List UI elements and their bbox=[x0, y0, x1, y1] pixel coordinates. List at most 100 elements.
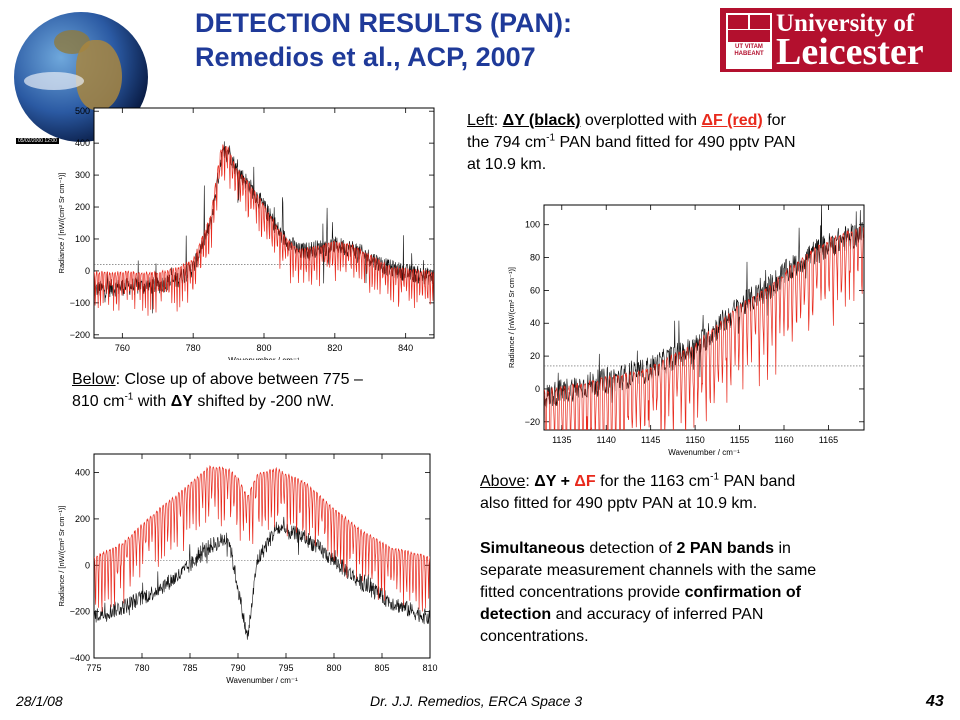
plot-area bbox=[93, 453, 431, 659]
text-fragment: in bbox=[774, 540, 791, 557]
text-fragment: : bbox=[493, 112, 503, 129]
bold-text: Simultaneous bbox=[480, 540, 585, 557]
text-fragment: for the 1163 cm bbox=[595, 473, 711, 490]
series-delta-f-line bbox=[544, 225, 864, 430]
series-delta-f-line bbox=[94, 144, 434, 316]
x-axis-label: Wavenumber / cm⁻¹ bbox=[668, 448, 740, 457]
text-fragment: for bbox=[762, 112, 786, 129]
y-tick-label: −20 bbox=[525, 417, 540, 427]
x-tick-label: 805 bbox=[374, 663, 389, 673]
x-tick-label: 810 bbox=[422, 663, 437, 673]
footer-author: Dr. J.J. Remedios, ERCA Space 3 bbox=[370, 693, 583, 709]
crest-icon: UT VITAM HABEANT bbox=[726, 13, 772, 69]
y-tick-label: 100 bbox=[525, 220, 540, 230]
chart-closeup-775-810: 775 780 785 790 795 800 805 810 −400 −200 0 200 400 W… bbox=[57, 453, 438, 685]
text-fragment: detection of bbox=[584, 540, 677, 557]
y-tick-label: 500 bbox=[75, 106, 90, 116]
delta-f-label: ΔF bbox=[574, 473, 596, 490]
text-fragment: and accuracy of inferred PAN bbox=[551, 606, 764, 623]
y-tick-label: 60 bbox=[530, 285, 540, 295]
delta-y-label: ΔY (black) bbox=[502, 112, 581, 129]
university-logo: UT VITAM HABEANT University of Leicester bbox=[720, 8, 952, 72]
globe-caption: 05/02/2000 12:00 bbox=[16, 138, 59, 144]
x-tick-label: 1165 bbox=[819, 435, 838, 445]
bold-text: detection bbox=[480, 606, 552, 623]
superscript: -1 bbox=[124, 391, 134, 403]
plot-frame bbox=[93, 453, 431, 659]
x-tick-label: 775 bbox=[86, 663, 101, 673]
x-axis-label: Wavenumber / cm⁻¹ bbox=[226, 676, 298, 685]
x-tick-label: 795 bbox=[278, 663, 293, 673]
title-line-1: DETECTION RESULTS (PAN): bbox=[195, 8, 572, 38]
series-delta-f-line bbox=[94, 465, 430, 612]
text-fragment: fitted concentrations provide bbox=[480, 584, 685, 601]
y-tick-label: 20 bbox=[530, 351, 540, 361]
text-fragment: at 10.9 km. bbox=[467, 156, 547, 173]
y-tick-label: −200 bbox=[70, 330, 90, 340]
superscript: -1 bbox=[546, 132, 556, 144]
delta-f-label: ΔF (red) bbox=[701, 112, 763, 129]
x-tick-label: 790 bbox=[230, 663, 245, 673]
caption-below-label: Below bbox=[72, 371, 116, 388]
y-tick-label: −400 bbox=[70, 653, 90, 663]
y-tick-label: −100 bbox=[70, 298, 90, 308]
x-tick-label: 820 bbox=[327, 343, 342, 353]
delta-y-label: ΔY + bbox=[534, 473, 570, 490]
y-axis-label: Radiance / [nW/(cm² Sr cm⁻¹)] bbox=[57, 172, 66, 273]
x-tick-label: 800 bbox=[326, 663, 341, 673]
caption-above-chart: Above: ΔY + ΔF for the 1163 cm-1 PAN ban… bbox=[480, 471, 940, 515]
text-fragment: with bbox=[133, 393, 171, 410]
y-tick-label: 80 bbox=[530, 253, 540, 263]
logo-university: University of bbox=[776, 10, 915, 37]
x-tick-label: 1135 bbox=[552, 435, 571, 445]
y-tick-label: 400 bbox=[75, 138, 90, 148]
x-tick-label: 800 bbox=[256, 343, 271, 353]
footer-date: 28/1/08 bbox=[16, 693, 63, 709]
x-tick-label: 1140 bbox=[597, 435, 616, 445]
caption-below-chart: Below: Close up of above between 775 – 8… bbox=[72, 369, 462, 413]
y-tick-label: 200 bbox=[75, 514, 90, 524]
bold-text: confirmation of bbox=[684, 584, 801, 601]
y-tick-label: 200 bbox=[75, 202, 90, 212]
summary-paragraph: Simultaneous detection of 2 PAN bands in… bbox=[480, 538, 940, 648]
slide-title: DETECTION RESULTS (PAN): Remedios et al.… bbox=[195, 6, 572, 74]
text-fragment: overplotted with bbox=[580, 112, 702, 129]
bold-text: 2 PAN bands bbox=[676, 540, 775, 557]
text-fragment: : bbox=[525, 473, 535, 490]
series-delta-y-line bbox=[94, 516, 430, 640]
series-delta-y-line bbox=[544, 205, 864, 409]
text-fragment: : Close up of above between 775 – bbox=[115, 371, 363, 388]
x-tick-label: 1155 bbox=[730, 435, 749, 445]
text-fragment: separate measurement channels with the s… bbox=[480, 562, 817, 579]
y-axis-label: Radiance / [nW/(cm² Sr cm⁻¹)] bbox=[57, 505, 66, 606]
y-tick-label: 0 bbox=[85, 560, 90, 570]
y-tick-label: 300 bbox=[75, 170, 90, 180]
text-fragment: PAN band fitted for 490 pptv PAN bbox=[555, 134, 796, 151]
caption-above-label: Above bbox=[480, 473, 526, 490]
x-tick-label: 1145 bbox=[641, 435, 660, 445]
text-fragment: also fitted for 490 pptv PAN at 10.9 km. bbox=[480, 495, 758, 512]
y-tick-label: −200 bbox=[70, 607, 90, 617]
x-tick-label: 1160 bbox=[774, 435, 793, 445]
text-fragment: shifted by -200 nW. bbox=[192, 393, 335, 410]
x-tick-label: 840 bbox=[398, 343, 413, 353]
text-fragment: PAN band bbox=[719, 473, 796, 490]
chart-1163-band: 1135 1140 1145 1150 1155 1160 1165 −20 0 20 40 60 80… bbox=[507, 204, 865, 457]
delta-y-label: ΔY bbox=[170, 393, 193, 410]
logo-leicester: Leicester bbox=[776, 31, 924, 73]
x-tick-label: 1150 bbox=[685, 435, 704, 445]
y-axis-label: Radiance / [nW/(cm² Sr cm⁻¹)] bbox=[507, 267, 516, 368]
x-tick-label: 780 bbox=[134, 663, 149, 673]
page-number: 43 bbox=[926, 693, 944, 710]
x-tick-label: 760 bbox=[115, 343, 130, 353]
caption-left-chart: Left: ΔY (black) overplotted with ΔF (re… bbox=[467, 110, 937, 176]
x-tick-label: 780 bbox=[186, 343, 201, 353]
y-tick-label: 0 bbox=[85, 266, 90, 276]
superscript: -1 bbox=[710, 471, 720, 483]
text-fragment: the 794 cm bbox=[467, 134, 547, 151]
text-fragment: concentrations. bbox=[480, 628, 589, 645]
caption-left-label: Left bbox=[467, 112, 494, 129]
y-tick-label: 400 bbox=[75, 468, 90, 478]
y-tick-label: 100 bbox=[75, 234, 90, 244]
logo-motto: UT VITAM HABEANT bbox=[734, 44, 764, 57]
